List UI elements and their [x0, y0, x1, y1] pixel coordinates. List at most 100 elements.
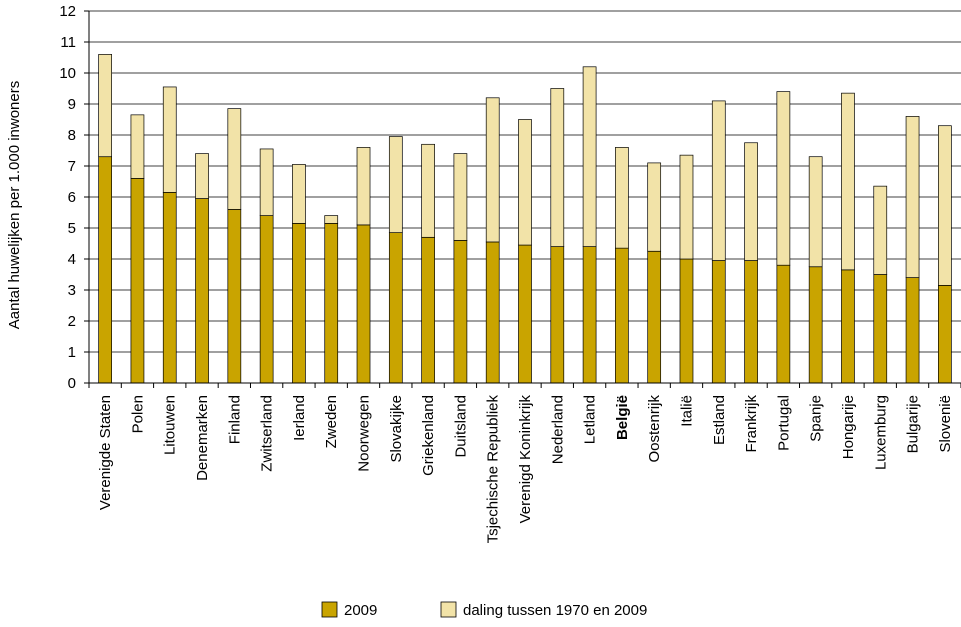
bar-daling — [421, 143, 435, 238]
bar-2009 — [356, 224, 371, 384]
bar-2009 — [388, 232, 403, 384]
x-category-label: Slovakijke — [388, 395, 405, 463]
axes — [84, 10, 961, 388]
x-category-label: Luxemburg — [872, 395, 889, 470]
bar-daling — [292, 164, 306, 224]
bar-daling — [162, 86, 177, 193]
bar-2009 — [582, 246, 597, 384]
y-tick-label: 4 — [68, 251, 76, 268]
bar-2009 — [485, 241, 500, 384]
x-category-label: Tsjechische Republiek — [485, 395, 502, 544]
y-tick-label: 8 — [68, 127, 76, 144]
legend-label-2009: 2009 — [344, 602, 377, 619]
y-tick-label: 3 — [68, 282, 76, 299]
x-category-label: Bulgarije — [905, 395, 922, 453]
x-category-label: Duitsland — [452, 395, 469, 458]
y-tick-label: 5 — [68, 220, 76, 237]
x-category-label: Oostenrijk — [646, 395, 663, 463]
legend-label-daling: daling tussen 1970 en 2009 — [463, 602, 647, 619]
bar-2009 — [292, 223, 306, 384]
bar-daling — [808, 156, 823, 268]
bar-daling — [679, 154, 694, 260]
bars — [98, 54, 952, 384]
bar-2009 — [841, 269, 855, 384]
x-category-label: Italië — [678, 395, 695, 427]
bar-daling — [453, 153, 468, 241]
bar-2009 — [453, 240, 468, 384]
bar-2009 — [98, 156, 112, 384]
y-tick-label: 6 — [68, 189, 76, 206]
x-category-label: Noorwegen — [356, 395, 373, 472]
y-tick-label: 9 — [68, 96, 76, 113]
bar-daling — [582, 66, 597, 247]
legend-swatch-daling — [440, 601, 457, 618]
bar-daling — [195, 153, 209, 199]
bar-2009 — [421, 236, 435, 384]
y-tick-label: 11 — [60, 34, 76, 51]
bar-2009 — [518, 244, 532, 384]
x-category-label: Portugal — [775, 395, 792, 451]
x-category-label: Verenigde Staten — [97, 395, 114, 510]
bar-daling — [711, 100, 726, 261]
legend-swatch-2009 — [321, 601, 338, 618]
bar-2009 — [615, 247, 629, 384]
y-axis-title: Aantal huwelijken per 1.000 inwoners — [6, 81, 23, 330]
bar-daling — [615, 147, 629, 249]
bar-2009 — [259, 215, 274, 384]
x-category-label: Letland — [582, 395, 599, 444]
x-category-label: Zweden — [323, 395, 340, 448]
bar-2009 — [873, 274, 888, 384]
x-category-label: Hongarije — [840, 395, 857, 459]
bar-2009 — [550, 246, 565, 384]
bar-daling — [905, 116, 920, 278]
bar-2009 — [938, 285, 952, 384]
y-tick-label: 12 — [59, 3, 76, 20]
x-category-label: Frankrijk — [743, 395, 760, 453]
bar-daling — [744, 142, 758, 261]
x-category-label: Nederland — [549, 395, 566, 464]
x-category-label: Verenigd Koninkrijk — [517, 395, 534, 524]
x-category-label: Ierland — [291, 395, 308, 441]
y-tick-label: 0 — [68, 375, 76, 392]
bar-daling — [841, 92, 855, 271]
x-axis-labels: Verenigde Staten Polen Litouwen Denemarken F… — [97, 395, 954, 544]
bar-2009 — [195, 198, 209, 384]
bar-2009 — [324, 223, 339, 384]
bar-2009 — [227, 209, 242, 384]
legend: 2009 daling tussen 1970 en 2009 — [321, 601, 647, 619]
bar-2009 — [130, 178, 145, 384]
bar-daling — [324, 215, 339, 224]
bar-2009 — [744, 260, 758, 384]
x-category-label: Polen — [129, 395, 146, 433]
x-category-label: Slovenië — [937, 395, 954, 453]
bar-2009 — [679, 258, 694, 384]
x-category-label: Spanje — [808, 395, 825, 442]
x-category-label: Finland — [226, 395, 243, 444]
bar-daling — [647, 162, 662, 252]
x-category-label: Litouwen — [162, 395, 179, 455]
bar-2009 — [776, 264, 791, 384]
y-tick-label: 10 — [59, 65, 76, 82]
bar-daling — [550, 88, 565, 247]
x-category-label: België — [614, 395, 631, 440]
bar-2009 — [162, 192, 177, 384]
bar-2009 — [647, 250, 662, 384]
bar-daling — [388, 136, 403, 234]
bar-daling — [227, 108, 242, 210]
bar-daling — [259, 148, 274, 216]
bar-2009 — [808, 266, 823, 384]
bar-2009 — [711, 260, 726, 384]
x-category-label: Estland — [711, 395, 728, 445]
bar-daling — [776, 91, 791, 266]
x-category-label: Denemarken — [194, 395, 211, 481]
bar-daling — [485, 97, 500, 243]
bar-daling — [356, 147, 371, 226]
bar-daling — [938, 125, 952, 286]
bar-daling — [130, 114, 145, 179]
y-tick-label: 2 — [68, 313, 76, 330]
bar-daling — [98, 54, 112, 158]
x-category-label: Griekenland — [420, 395, 437, 476]
x-category-label: Zwitserland — [259, 395, 276, 472]
